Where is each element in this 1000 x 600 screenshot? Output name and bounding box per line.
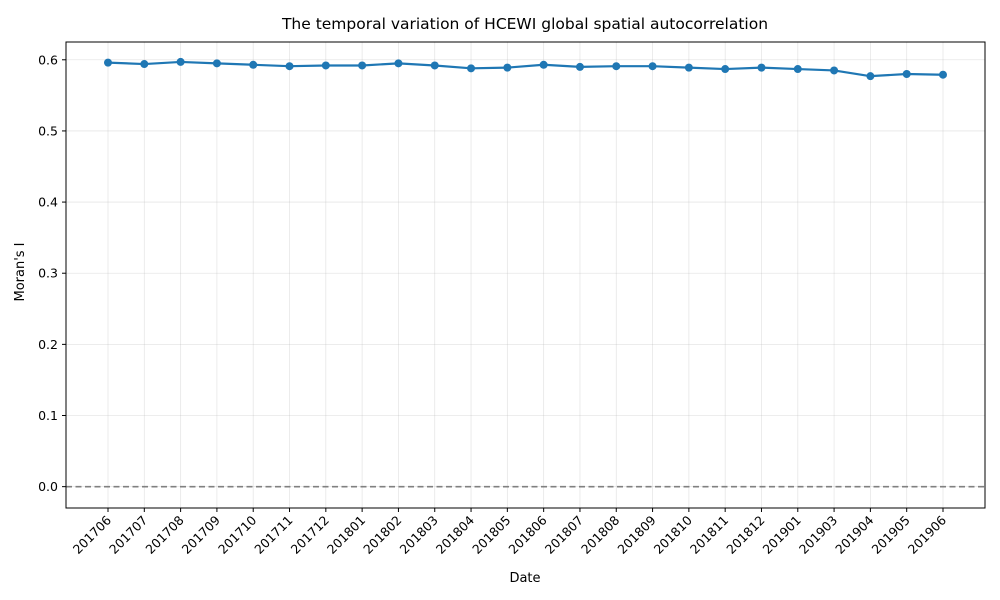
series-line-morans-i: [107, 60, 944, 78]
data-point-201803: [430, 61, 439, 70]
x-tick-label: 201906: [905, 512, 949, 556]
plot-frame: [65, 41, 986, 509]
x-tick-label: 201811: [687, 513, 731, 557]
x-tick-label: 201801: [324, 513, 368, 557]
data-point-201906: [939, 70, 947, 79]
x-tick-label: 201812: [723, 513, 767, 557]
x-tick-label: 201711: [251, 513, 295, 557]
y-tick-label: 0.4: [38, 195, 58, 210]
data-point-201811: [721, 65, 730, 74]
x-tick-label: 201903: [796, 513, 840, 557]
x-axis-label: Date: [509, 571, 540, 586]
data-point-201712: [321, 61, 330, 70]
x-tick-label: 201707: [106, 513, 150, 557]
data-point-201809: [648, 62, 657, 71]
chart-title: The temporal variation of HCEWI global s…: [281, 15, 768, 33]
grid: [66, 42, 985, 508]
data-point-201707: [140, 60, 149, 69]
data-point-201709: [212, 59, 221, 68]
x-tick-label: 201905: [868, 513, 912, 557]
y-tick-label: 0.3: [38, 266, 58, 281]
data-point-201904: [866, 72, 875, 81]
data-point-201905: [902, 70, 911, 79]
x-tick-label: 201802: [360, 513, 404, 557]
data-point-201710: [249, 60, 258, 69]
y-tick-label: 0.0: [38, 479, 58, 494]
data-point-201711: [285, 62, 294, 71]
x-tick-label: 201710: [215, 512, 259, 556]
data-point-201810: [684, 63, 693, 72]
x-tick-label: 201806: [505, 512, 549, 556]
x-tick-label: 201904: [832, 512, 876, 556]
x-tick-label: 201808: [578, 512, 622, 556]
data-point-201812: [757, 63, 766, 72]
y-tick-label: 0.6: [38, 52, 58, 67]
x-tick-label: 201901: [760, 513, 804, 557]
y-axis-ticks: 0.0 0.1 0.2 0.3 0.4 0.5 0.6: [38, 52, 66, 494]
data-point-201708: [176, 57, 185, 66]
y-tick-label: 0.2: [38, 337, 58, 352]
data-point-201706: [104, 58, 112, 67]
data-point-201903: [830, 66, 839, 75]
x-tick-label: 201708: [142, 512, 186, 556]
x-axis-ticks: 2017062017072017082017092017102017112017…: [70, 508, 949, 557]
data-point-201801: [358, 61, 367, 70]
data-point-201804: [467, 64, 476, 73]
x-tick-label: 201810: [651, 512, 695, 556]
x-tick-label: 201709: [179, 512, 223, 556]
data-point-201805: [503, 63, 512, 72]
x-tick-label: 201807: [542, 513, 586, 557]
x-tick-label: 201804: [433, 512, 477, 556]
data-point-201808: [612, 62, 621, 71]
x-tick-label: 201809: [614, 512, 658, 556]
data-point-201802: [394, 59, 403, 68]
y-tick-label: 0.5: [38, 123, 58, 138]
y-axis-label: Moran's I: [13, 242, 28, 301]
y-tick-label: 0.1: [38, 408, 58, 423]
data-points: [104, 57, 947, 81]
x-tick-label: 201712: [288, 513, 332, 557]
x-tick-label: 201706: [70, 512, 114, 556]
data-point-201901: [793, 65, 802, 74]
data-point-201806: [539, 60, 548, 69]
x-tick-label: 201803: [397, 513, 441, 557]
x-tick-label: 201805: [469, 513, 513, 557]
data-point-201807: [575, 62, 584, 71]
